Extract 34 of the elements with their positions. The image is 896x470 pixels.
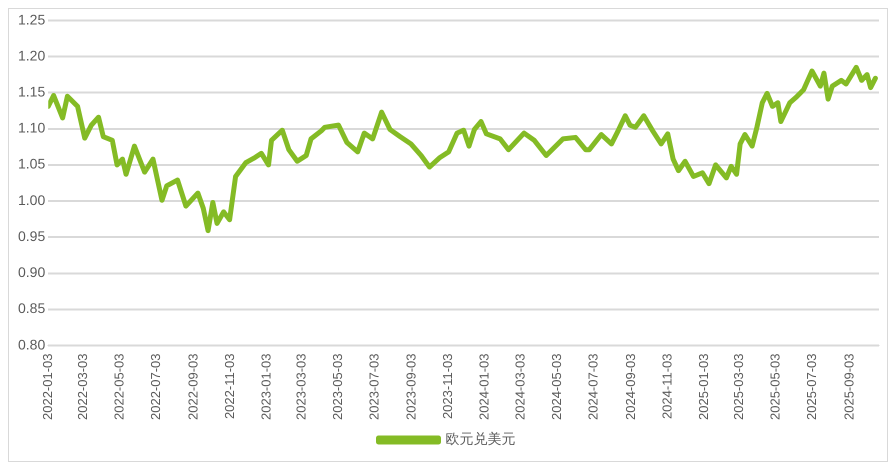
y-tick-label: 1.15 <box>18 84 46 100</box>
y-tick-label: 1.25 <box>18 11 46 28</box>
x-tick-label: 2022-11-03 <box>222 354 237 420</box>
x-tick-label: 2023-01-03 <box>258 354 274 420</box>
x-tick-label: 2024-09-03 <box>622 354 638 420</box>
x-tick-label: 2023-07-03 <box>366 354 382 420</box>
x-tick-label: 2024-07-03 <box>586 354 601 420</box>
x-tick-label: 2025-07-03 <box>804 354 820 420</box>
x-tick-label: 2024-01-03 <box>476 354 492 420</box>
y-tick-label: 0.85 <box>18 300 46 316</box>
x-tick-label: 2023-11-03 <box>440 354 456 420</box>
x-tick-label: 2025-05-03 <box>768 354 783 420</box>
x-tick-label: 2025-01-03 <box>696 354 711 420</box>
y-tick-label: 1.10 <box>18 120 46 136</box>
x-tick-label: 2024-05-03 <box>549 354 564 420</box>
x-tick-label: 2025-03-03 <box>731 354 746 420</box>
x-tick-label: 2022-07-03 <box>148 354 164 420</box>
x-tick-label: 2022-03-03 <box>75 354 90 420</box>
x-tick-label: 2022-05-03 <box>112 354 127 420</box>
x-tick-label: 2022-09-03 <box>185 354 200 420</box>
x-tick-label: 2023-09-03 <box>404 354 419 420</box>
y-tick-label: 0.95 <box>18 228 46 244</box>
y-tick-label: 0.80 <box>18 336 46 352</box>
y-tick-label: 1.05 <box>18 156 46 172</box>
x-tick-label: 2024-11-03 <box>659 354 674 420</box>
y-tick-label: 1.20 <box>18 47 46 64</box>
y-tick-label: 1.00 <box>18 192 46 208</box>
x-tick-label: 2022-01-03 <box>40 354 55 420</box>
x-tick-label: 2024-03-03 <box>512 354 528 420</box>
x-tick-label: 2025-09-03 <box>841 354 856 420</box>
legend-label: 欧元兑美元 <box>446 432 516 448</box>
x-tick-label: 2023-03-03 <box>294 354 309 420</box>
x-tick-label: 2023-05-03 <box>330 354 346 420</box>
y-tick-label: 0.90 <box>18 264 46 280</box>
